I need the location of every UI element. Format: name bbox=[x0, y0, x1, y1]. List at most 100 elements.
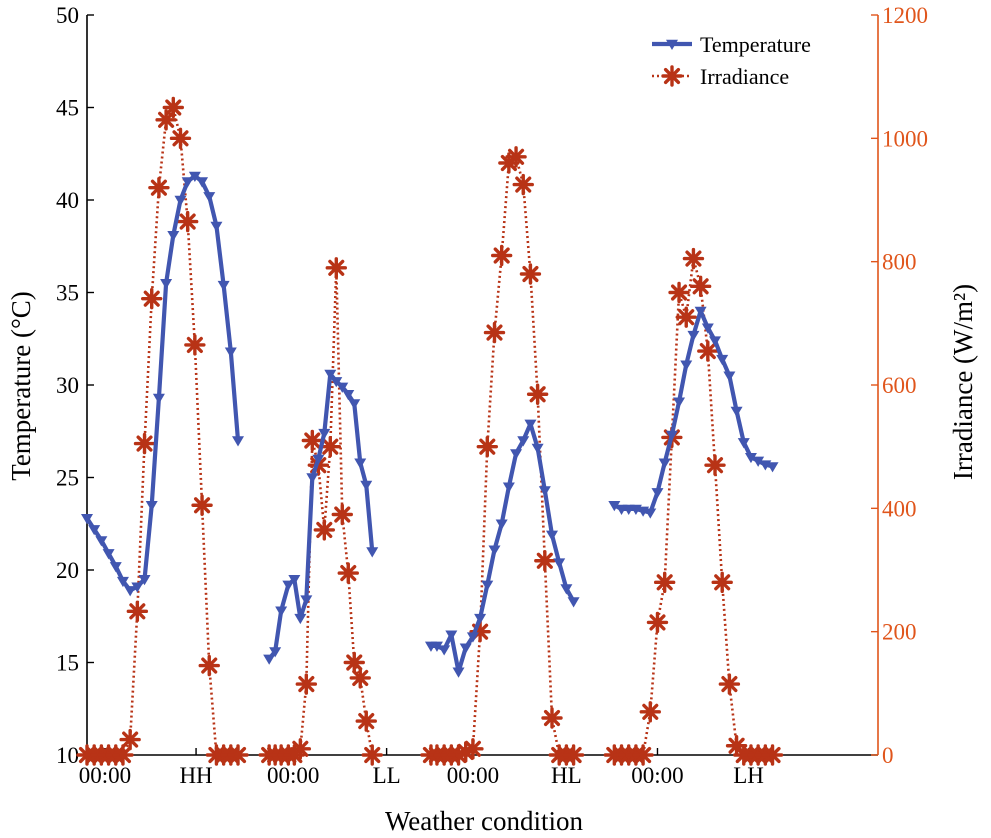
irradiance-point bbox=[526, 383, 549, 405]
irradiance-point bbox=[476, 435, 498, 458]
x-tick-label: 00:00 bbox=[447, 763, 499, 788]
irradiance-point bbox=[313, 519, 335, 541]
irradiance-point bbox=[126, 600, 149, 623]
irradiance-line bbox=[430, 154, 574, 757]
temperature-point bbox=[716, 354, 729, 366]
temperature-point bbox=[752, 456, 765, 467]
plot-frame bbox=[86, 15, 879, 756]
left-tick-label: 15 bbox=[56, 651, 79, 676]
temperature-point bbox=[102, 549, 115, 560]
irradiance-point bbox=[301, 429, 324, 452]
temperature-point bbox=[723, 371, 736, 382]
temperature-point bbox=[160, 279, 173, 290]
irradiance-point bbox=[689, 275, 712, 298]
temperature-line bbox=[85, 173, 241, 593]
irradiance-point bbox=[295, 673, 318, 695]
temperature-point bbox=[709, 336, 722, 347]
irradiance-point bbox=[289, 738, 312, 760]
temperature-point bbox=[294, 613, 307, 625]
legend-irradiance-label: Irradiance bbox=[700, 64, 789, 89]
temperature-point bbox=[152, 393, 165, 404]
temperature-point bbox=[81, 514, 93, 525]
temperature-point bbox=[694, 306, 707, 317]
temperature-point bbox=[766, 462, 779, 473]
temperature-point bbox=[658, 458, 671, 469]
temperature-point bbox=[275, 606, 288, 617]
right-tick-label: 200 bbox=[882, 620, 917, 645]
irradiance-point bbox=[541, 707, 563, 729]
temperature-point bbox=[318, 428, 331, 440]
irradiance-point bbox=[646, 611, 669, 634]
irradiance-point bbox=[325, 257, 347, 279]
irradiance-point bbox=[490, 244, 513, 267]
irradiance-point bbox=[704, 454, 726, 476]
temperature-point bbox=[263, 654, 276, 665]
right-axis-ticks: 0 200 400 600 800 1000 1200 bbox=[871, 3, 928, 768]
irradiance-point bbox=[718, 673, 741, 695]
temperature-point bbox=[116, 576, 129, 588]
right-tick-label: 600 bbox=[882, 373, 917, 398]
irradiance-point bbox=[534, 550, 556, 572]
irradiance-point bbox=[349, 667, 371, 689]
irradiance-point bbox=[355, 710, 377, 732]
temperature-point bbox=[651, 488, 664, 499]
irradiance-segment-hh bbox=[76, 96, 249, 766]
irradiance-point bbox=[653, 571, 676, 594]
temperature-point bbox=[524, 419, 537, 430]
irradiance-point bbox=[227, 744, 249, 766]
x-tick-label: 00:00 bbox=[267, 763, 319, 788]
temperature-point bbox=[174, 195, 187, 206]
left-tick-label: 30 bbox=[56, 373, 79, 398]
temperature-point bbox=[560, 584, 573, 595]
temperature-point bbox=[95, 536, 108, 547]
temperature-point bbox=[330, 377, 343, 388]
irradiance-point bbox=[639, 701, 661, 723]
irradiance-point bbox=[661, 65, 683, 87]
irradiance-point bbox=[361, 744, 383, 766]
x-axis-label: Weather condition bbox=[385, 806, 584, 836]
irradiance-point bbox=[112, 744, 134, 766]
temperature-segment-hl bbox=[424, 419, 580, 678]
temperature-point bbox=[488, 545, 501, 556]
temperature-point bbox=[665, 430, 678, 441]
temperature-point bbox=[342, 390, 355, 401]
irradiance-point bbox=[119, 728, 141, 751]
x-tick-label: LL bbox=[373, 763, 401, 788]
temperature-point bbox=[138, 575, 151, 586]
temperature-point bbox=[124, 586, 137, 597]
temperature-point bbox=[701, 323, 714, 334]
temperature-point bbox=[517, 436, 530, 447]
temperature-point bbox=[210, 221, 223, 232]
temperature-point bbox=[288, 575, 301, 586]
temperature-point bbox=[354, 458, 367, 469]
irradiance-point bbox=[331, 503, 353, 526]
temperature-point bbox=[687, 330, 700, 342]
temperature-point bbox=[188, 171, 201, 182]
right-tick-label: 800 bbox=[882, 250, 917, 275]
right-tick-label: 0 bbox=[882, 743, 894, 768]
temperature-point bbox=[438, 645, 451, 656]
temperature-point bbox=[644, 508, 657, 519]
irradiance-point bbox=[337, 562, 359, 584]
temperature-point bbox=[269, 647, 282, 658]
irradiance-point bbox=[319, 435, 341, 458]
x-axis-ticks: 00:00 HH 00:00 LL 00:00 HL 00:00 LH bbox=[79, 748, 764, 788]
temperature-point bbox=[546, 530, 559, 541]
irradiance-point bbox=[505, 146, 527, 168]
temperature-point bbox=[474, 613, 487, 625]
temperature-point bbox=[131, 582, 144, 593]
irradiance-point bbox=[169, 127, 192, 150]
temperature-point bbox=[495, 519, 508, 530]
temperature-point bbox=[282, 580, 295, 591]
temperature-point bbox=[348, 399, 361, 410]
irradiance-point bbox=[191, 494, 213, 516]
irradiance-point bbox=[668, 281, 690, 304]
temperature-point bbox=[312, 454, 325, 465]
temperature-point bbox=[567, 597, 580, 608]
temperature-point bbox=[459, 643, 472, 654]
irradiance-point bbox=[675, 306, 697, 328]
right-tick-label: 1200 bbox=[882, 3, 928, 28]
irradiance-point bbox=[162, 96, 184, 119]
series-layer bbox=[76, 96, 784, 766]
